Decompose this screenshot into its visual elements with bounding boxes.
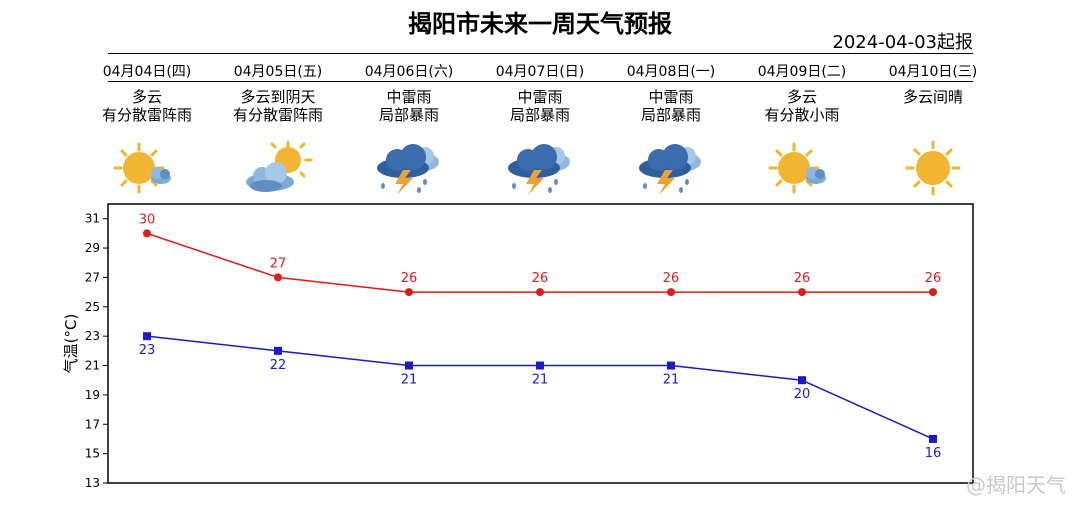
day-date: 04月04日(四) bbox=[102, 64, 192, 80]
day-description: 中雷雨 局部暴雨 bbox=[509, 88, 570, 124]
plot-frame bbox=[107, 203, 974, 484]
y-tick-label: 25 bbox=[85, 300, 100, 314]
y-axis-label: 气温(°C) bbox=[62, 314, 80, 374]
cloudy-sun-icon bbox=[246, 140, 313, 192]
y-tick-label: 17 bbox=[85, 417, 100, 431]
data-label: 26 bbox=[794, 271, 811, 286]
data-label: 26 bbox=[401, 271, 418, 286]
data-point bbox=[274, 273, 282, 282]
data-label: 21 bbox=[532, 373, 549, 388]
data-point bbox=[536, 288, 544, 297]
series-line-low bbox=[146, 335, 934, 440]
y-tick-label: 27 bbox=[85, 270, 100, 284]
y-tick-label: 23 bbox=[85, 329, 100, 343]
y-tick-label: 29 bbox=[85, 241, 100, 255]
data-label: 16 bbox=[925, 446, 942, 461]
thunderstorm-icon bbox=[508, 144, 570, 195]
data-label: 20 bbox=[794, 387, 811, 402]
data-point bbox=[667, 288, 675, 297]
y-tick-label: 31 bbox=[85, 212, 100, 226]
data-point bbox=[536, 361, 544, 370]
thunderstorm-icon bbox=[377, 144, 439, 195]
y-tick-label: 21 bbox=[85, 359, 100, 373]
header-bottom-rule bbox=[108, 81, 973, 82]
data-point bbox=[929, 288, 937, 297]
data-label: 21 bbox=[663, 373, 680, 388]
data-label: 26 bbox=[925, 271, 942, 286]
thunderstorm-icon bbox=[639, 144, 701, 195]
data-point bbox=[667, 361, 675, 370]
page-title: 揭阳市未来一周天气预报 bbox=[408, 10, 672, 38]
data-point bbox=[798, 288, 806, 297]
data-label: 23 bbox=[139, 343, 156, 358]
data-label: 26 bbox=[663, 271, 680, 286]
y-tick-label: 13 bbox=[85, 476, 100, 490]
data-point bbox=[274, 346, 282, 355]
day-description: 多云到阴天 有分散雷阵雨 bbox=[232, 88, 323, 124]
data-point bbox=[405, 361, 413, 370]
day-date: 04月05日(五) bbox=[233, 64, 323, 80]
data-point bbox=[798, 376, 806, 385]
data-label: 30 bbox=[139, 212, 156, 227]
day-date: 04月06日(六) bbox=[364, 64, 454, 80]
data-point bbox=[143, 332, 151, 341]
y-tick-label: 19 bbox=[85, 388, 100, 402]
partly-cloudy-sun-icon bbox=[768, 142, 826, 194]
partly-cloudy-sun-icon bbox=[113, 142, 171, 194]
y-tick-label: 15 bbox=[85, 447, 100, 461]
sun-icon bbox=[905, 140, 961, 196]
data-label: 26 bbox=[532, 271, 549, 286]
data-point bbox=[929, 434, 937, 443]
data-label: 21 bbox=[401, 373, 418, 388]
day-description: 中雷雨 局部暴雨 bbox=[640, 88, 701, 124]
day-description: 多云 有分散小雨 bbox=[764, 88, 840, 124]
day-date: 04月09日(二) bbox=[757, 64, 847, 80]
day-date: 04月10日(三) bbox=[888, 64, 978, 80]
day-description: 中雷雨 局部暴雨 bbox=[378, 88, 439, 124]
issue-date: 2024-04-03起报 bbox=[832, 32, 973, 53]
watermark: @揭阳天气 bbox=[966, 473, 1066, 497]
header-top-rule bbox=[108, 53, 973, 54]
day-description: 多云 有分散雷阵雨 bbox=[101, 88, 192, 124]
day-date: 04月08日(一) bbox=[626, 64, 716, 80]
data-point bbox=[405, 288, 413, 297]
data-label: 27 bbox=[270, 256, 287, 271]
data-point bbox=[143, 229, 151, 238]
day-date: 04月07日(日) bbox=[495, 64, 585, 80]
day-description: 多云间晴 bbox=[902, 88, 963, 106]
data-label: 22 bbox=[270, 358, 287, 373]
